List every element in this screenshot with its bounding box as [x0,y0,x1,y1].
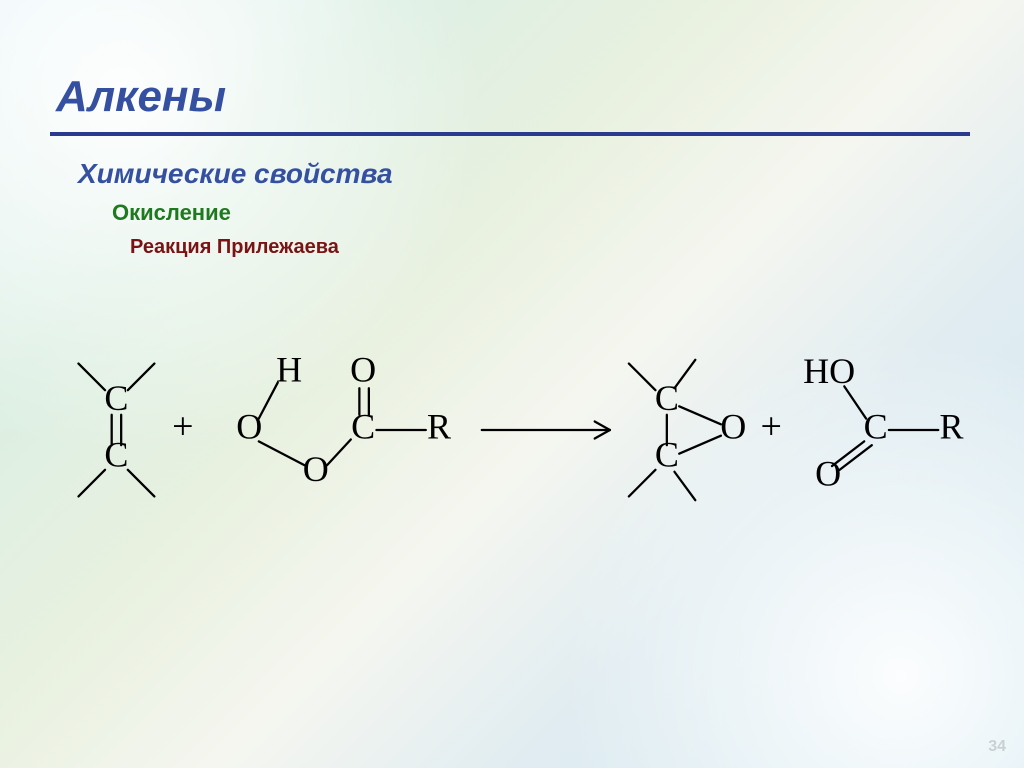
svg-text:C: C [104,378,128,418]
svg-text:O: O [720,406,746,446]
reaction-name: Реакция Прилежаева [130,236,339,259]
page-number: 34 [988,738,1006,756]
svg-text:C: C [104,435,128,475]
svg-text:O: O [350,349,376,389]
svg-text:HO: HO [803,351,855,391]
reaction-diagram: CC++OHOCORCCOHOCOR [50,300,980,560]
svg-text:C: C [655,378,679,418]
svg-text:C: C [864,406,888,446]
svg-text:R: R [427,406,451,446]
page-title: Алкены [56,72,226,122]
section-heading: Окисление [112,200,231,226]
svg-text:O: O [303,449,329,489]
svg-text:O: O [236,406,262,446]
svg-text:R: R [940,406,964,446]
svg-text:O: O [815,454,841,494]
svg-text:+: + [761,406,782,448]
svg-text:+: + [172,406,193,448]
subtitle: Химические свойства [78,158,393,190]
slide: Алкены Химические свойства Окисление Реа… [0,0,1024,768]
svg-text:C: C [351,406,375,446]
svg-text:H: H [276,349,302,389]
title-rule [50,132,970,136]
